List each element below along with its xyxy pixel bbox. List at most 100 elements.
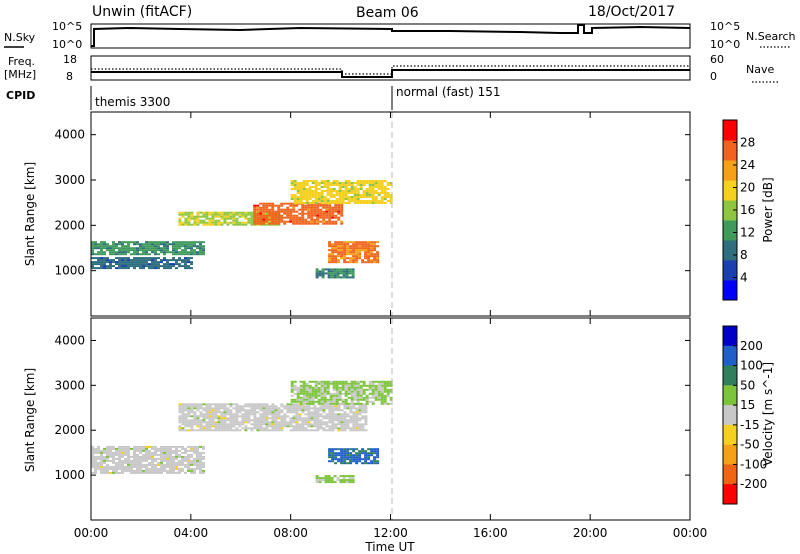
echo-cell <box>193 423 197 426</box>
echo-cell <box>106 463 109 466</box>
echo-cell <box>229 413 233 416</box>
echo-cell <box>229 427 233 430</box>
echo-cell <box>163 469 166 472</box>
echo-cell <box>305 398 309 401</box>
echo-cell <box>193 445 196 448</box>
echo-cell <box>295 421 299 424</box>
cpid-mode-1: themis 3300 <box>95 95 170 109</box>
echo-cell <box>380 184 384 186</box>
echo-cell <box>377 390 381 393</box>
echo-cell <box>271 407 275 410</box>
echo-cell <box>94 457 97 460</box>
echo-cell <box>304 423 308 426</box>
echo-cell <box>341 388 345 391</box>
echo-cell <box>103 267 106 270</box>
echo-cell <box>349 259 353 262</box>
echo-cell <box>184 429 188 432</box>
echo-cell <box>371 380 375 383</box>
echo-cell <box>97 253 100 256</box>
echo-cell <box>271 210 275 213</box>
echo-cell <box>290 194 294 196</box>
echo-cell <box>304 421 308 424</box>
echo-cell <box>247 415 251 418</box>
echo-cell <box>298 413 302 416</box>
echo-cell <box>169 447 172 450</box>
echo-cell <box>355 241 359 244</box>
echo-cell <box>151 471 154 474</box>
echo-cell <box>235 223 239 226</box>
echo-cell <box>308 188 312 190</box>
echo-cell <box>326 190 330 192</box>
echo-cell <box>356 198 360 200</box>
echo-cell <box>244 403 248 406</box>
echo-cell <box>307 413 311 416</box>
echo-cell <box>337 210 341 213</box>
echo-cell <box>365 188 369 190</box>
echo-cell <box>304 417 308 420</box>
echo-cell <box>148 249 151 252</box>
echo-cell <box>202 429 206 432</box>
echo-cell <box>133 469 136 472</box>
echo-cell <box>365 388 369 391</box>
echo-cell <box>256 218 260 221</box>
echo-cell <box>377 398 381 401</box>
echo-cell <box>326 400 330 403</box>
echo-cell <box>292 216 296 219</box>
echo-cell <box>136 259 139 262</box>
echo-cell <box>172 245 175 248</box>
echo-cell <box>343 415 347 418</box>
echo-cell <box>332 386 336 389</box>
echo-cell <box>305 180 309 182</box>
echo-cell <box>253 421 257 424</box>
echo-cell <box>307 212 311 215</box>
echo-cell <box>296 188 300 190</box>
echo-cell <box>196 459 199 462</box>
echo-cell <box>97 467 100 470</box>
echo-cell <box>335 380 339 383</box>
echo-cell <box>151 259 154 262</box>
echo-cell <box>293 184 297 186</box>
echo-cell <box>314 194 318 196</box>
echo-cell <box>205 409 209 412</box>
nave-tick-top: 60 <box>710 53 724 66</box>
echo-cell <box>205 403 209 406</box>
echo-cell <box>274 417 278 420</box>
echo-cell <box>178 223 182 226</box>
echo-cell <box>326 384 330 387</box>
echo-cell <box>370 462 374 465</box>
echo-cell <box>142 463 145 466</box>
echo-cell <box>359 380 363 383</box>
echo-cell <box>256 204 260 207</box>
echo-cell <box>211 425 215 428</box>
echo-cell <box>115 467 118 470</box>
echo-cell <box>293 180 297 182</box>
echo-cell <box>352 421 356 424</box>
echo-cell <box>103 243 106 246</box>
echo-cell <box>178 449 181 452</box>
echo-cell <box>289 208 293 211</box>
echo-cell <box>389 390 393 393</box>
echo-cell <box>326 180 330 182</box>
echo-cell <box>103 451 106 454</box>
echo-cell <box>331 415 335 418</box>
echo-cell <box>259 210 263 213</box>
echo-cell <box>172 455 175 458</box>
echo-cell <box>220 407 224 410</box>
echo-cell <box>314 184 318 186</box>
echo-cell <box>148 449 151 452</box>
echo-cell <box>184 219 188 222</box>
echo-cell <box>341 382 345 385</box>
echo-cell <box>202 421 206 424</box>
echo-cell <box>181 251 184 254</box>
echo-cell <box>97 257 100 260</box>
echo-cell <box>326 386 330 389</box>
echo-cell <box>115 261 118 264</box>
velocity-colorbar-label-text: Velocity [m s^-1] <box>761 362 775 466</box>
echo-cell <box>304 206 308 209</box>
echo-cell <box>253 206 257 209</box>
echo-cell <box>121 451 124 454</box>
echo-cell <box>202 417 206 420</box>
echo-cell <box>265 208 269 211</box>
echo-cell <box>226 215 230 218</box>
